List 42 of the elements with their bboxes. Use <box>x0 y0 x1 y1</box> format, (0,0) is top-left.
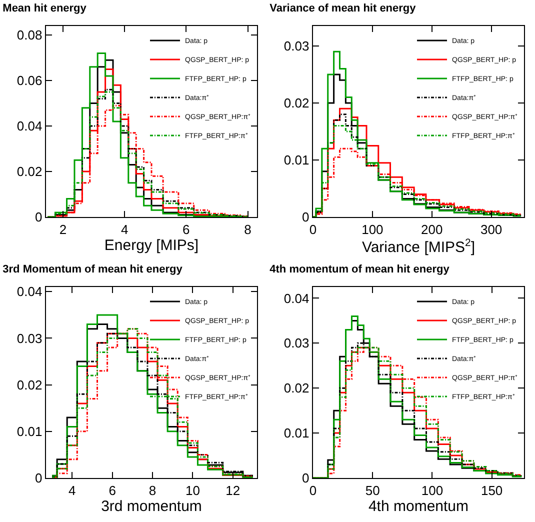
x-axis-title: Energy [MIPs] <box>104 236 199 254</box>
y-tick-label: 0.03 <box>284 336 310 351</box>
y-tick-label: 0.03 <box>16 330 42 346</box>
y-tick-label: 0.01 <box>16 424 42 439</box>
y-tick-label: 0 <box>302 210 310 225</box>
chart-title: 3rd Momentum of mean hit energy <box>2 264 184 276</box>
x-axis-title: 3rd momentum <box>101 498 202 515</box>
x-tick-label: 2 <box>59 222 67 237</box>
y-tick-label: 0.02 <box>16 377 42 392</box>
y-tick-label: 0.02 <box>284 96 310 111</box>
x-tick-label: 6 <box>182 222 190 237</box>
y-tick-label: 0 <box>302 470 310 486</box>
y-tick-label: 0.01 <box>284 426 310 441</box>
y-tick-label: 0.04 <box>284 290 310 306</box>
x-tick-label: 150 <box>480 482 503 498</box>
y-tick-label: 0 <box>34 210 42 225</box>
x-tick-label: 300 <box>480 222 502 237</box>
x-tick-label: 100 <box>421 482 444 498</box>
chart-title: Mean hit energy <box>2 2 88 15</box>
y-tick-label: 0.04 <box>16 118 42 134</box>
x-tick-label: 8 <box>244 222 252 237</box>
y-tick-label: 0.03 <box>284 38 310 54</box>
x-axis-title: Variance [MIPS$^{2}$] <box>362 236 476 256</box>
x-tick-label: 50 <box>365 482 380 498</box>
x-tick-label: 200 <box>421 222 443 237</box>
chart-title: Variance of mean hit energy <box>270 2 417 15</box>
x-tick-label: 10 <box>185 482 200 498</box>
y-tick-label: 0.06 <box>16 73 42 88</box>
y-tick-label: 0 <box>34 470 42 486</box>
y-tick-label: 0.04 <box>16 284 42 300</box>
x-axis-title: 4th momentum <box>368 498 469 515</box>
x-tick-label: 100 <box>362 222 384 237</box>
chart-title: 4th momentum of mean hit energy <box>270 264 450 276</box>
x-tick-label: 8 <box>148 482 156 498</box>
x-tick-label: 4 <box>68 482 76 498</box>
y-tick-label: 0.02 <box>16 164 42 180</box>
x-tick-label: 12 <box>226 482 240 498</box>
y-tick-label: 0.08 <box>16 28 42 43</box>
y-tick-label: 0.01 <box>284 152 310 168</box>
x-tick-label: 6 <box>108 482 116 498</box>
x-tick-label: 4 <box>120 222 128 237</box>
y-tick-label: 0.02 <box>284 380 310 396</box>
